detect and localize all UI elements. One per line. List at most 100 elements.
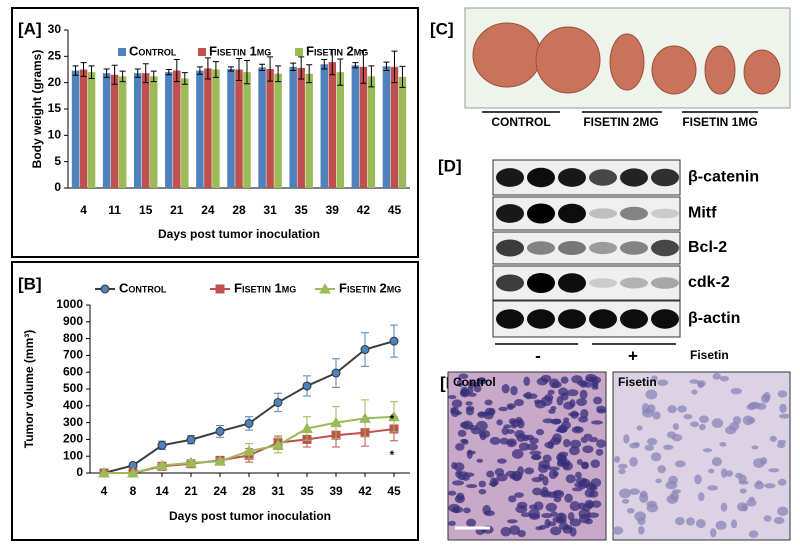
marker [157, 440, 167, 450]
bar [243, 72, 251, 188]
band [589, 278, 617, 288]
y-tick-label: 300 [63, 415, 83, 429]
nucleus [496, 473, 508, 482]
error-bar [368, 65, 375, 88]
x-tick-label: 4 [101, 484, 108, 498]
bar [87, 72, 96, 188]
nucleus [777, 506, 789, 516]
y-tick-label: 1000 [56, 297, 83, 311]
nucleus [515, 416, 523, 424]
nucleus [506, 519, 518, 524]
western-blot: β-catenin Mitf Bcl-2 cdk-2 β-actin [492, 159, 759, 338]
nucleus [763, 515, 772, 522]
nucleus [565, 474, 576, 484]
band [651, 168, 679, 187]
x-axis-title: Days post tumor inoculation [169, 509, 331, 523]
nucleus [777, 390, 788, 398]
group-label: CONTROL [491, 115, 550, 129]
treatment-sign: - [535, 346, 541, 365]
band [651, 208, 679, 219]
bar [212, 69, 220, 188]
tumor [535, 26, 601, 94]
band [496, 239, 524, 257]
nucleus [463, 507, 471, 514]
y-tick-label: 0 [54, 180, 61, 194]
nucleus [508, 495, 517, 503]
error-bar [212, 61, 219, 78]
nucleus [503, 424, 512, 429]
bar [359, 66, 368, 188]
nucleus [769, 435, 777, 442]
marker [215, 426, 225, 436]
treatment-label: Fisetin [690, 348, 729, 362]
tumor [743, 49, 781, 95]
nucleus [568, 412, 580, 417]
nucleus [563, 401, 574, 410]
nucleus [548, 469, 558, 480]
bar [398, 76, 407, 188]
nucleus [618, 468, 626, 475]
marker [319, 282, 331, 294]
x-tick-label: 35 [300, 484, 314, 498]
nucleus [591, 377, 599, 387]
nucleus [633, 442, 640, 447]
nucleus [518, 442, 530, 451]
y-tick-label: 500 [63, 381, 83, 395]
nucleus [583, 433, 593, 438]
nucleus [448, 520, 456, 526]
x-tick-label: 28 [232, 203, 246, 217]
annotation: * [390, 412, 395, 426]
group-label: FISETIN 1MG [682, 115, 757, 129]
bar [390, 66, 399, 188]
error-bar [399, 65, 406, 88]
nucleus [536, 428, 545, 436]
image-label: Fisetin [618, 375, 657, 389]
nucleus [674, 460, 686, 468]
band [558, 273, 586, 293]
nucleus [683, 413, 693, 420]
nucleus [697, 492, 705, 502]
bar [258, 67, 266, 188]
marker [273, 397, 283, 407]
marker [243, 445, 255, 456]
bar [149, 76, 158, 188]
x-tick-label: 28 [242, 484, 256, 498]
y-tick-label: 20 [48, 75, 62, 89]
nucleus [657, 379, 669, 386]
nucleus [460, 386, 469, 397]
x-tick-label: 24 [213, 484, 227, 498]
nucleus [677, 405, 687, 413]
blot-strip [492, 300, 681, 338]
band [496, 309, 524, 329]
x-tick-label: 14 [155, 484, 169, 498]
error-bar [181, 72, 188, 85]
nucleus [576, 398, 588, 407]
bar [328, 62, 337, 189]
bar [165, 72, 173, 188]
bar [289, 66, 297, 188]
nucleus [476, 458, 484, 463]
x-tick-label: 35 [295, 203, 309, 217]
nucleus [468, 392, 477, 397]
legend-label: Control [129, 43, 177, 58]
nucleus [689, 379, 700, 384]
nucleus [764, 483, 776, 489]
nucleus [456, 471, 468, 477]
nucleus [501, 427, 509, 436]
nucleus [595, 448, 604, 456]
nucleus [591, 420, 604, 425]
band [651, 309, 679, 329]
marker [272, 439, 284, 450]
bar [336, 72, 345, 188]
nucleus [579, 380, 588, 388]
nucleus [528, 393, 538, 399]
x-axis-title: Days post tumor inoculation [158, 227, 320, 241]
panel-label: [D] [438, 156, 462, 175]
nucleus [478, 488, 487, 495]
nucleus [760, 457, 768, 465]
nucleus [730, 519, 738, 529]
error-bar [360, 50, 367, 84]
nucleus [569, 518, 582, 527]
marker [215, 284, 225, 294]
